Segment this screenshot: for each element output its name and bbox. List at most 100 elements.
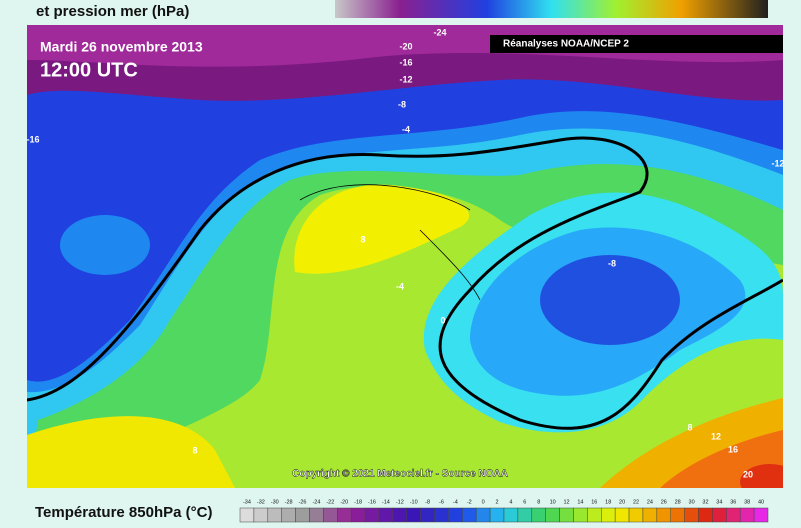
legend-tick-label: -30 <box>271 499 279 505</box>
legend-tick-label: 8 <box>537 499 540 505</box>
legend-scale: -34 -32 -30 -28 -26 -24 -22 -20 -18 -16 -14 -12 -10-… <box>239 499 769 523</box>
legend-tick-label: 32 <box>702 499 708 505</box>
contour-label: -8 <box>398 99 406 109</box>
legend-cell <box>392 507 407 523</box>
legend-cell <box>559 507 574 523</box>
legend-tick-label: 6 <box>523 499 526 505</box>
legend-tick-label: -22 <box>326 499 334 505</box>
legend-tick-label: 10 <box>550 499 556 505</box>
legend-cell <box>642 507 658 523</box>
contour-label: 8 <box>687 422 692 432</box>
legend-tick-label: 12 <box>563 499 569 505</box>
legend-cell <box>281 507 296 523</box>
legend-cell <box>420 507 435 523</box>
legend-tick-label: -10 <box>410 499 418 505</box>
legend-tick-label: -28 <box>285 499 293 505</box>
legend-tick-label: -14 <box>382 499 390 505</box>
badge-bg <box>490 35 783 53</box>
contour-label: -4 <box>396 281 404 291</box>
legend-tick-label: 30 <box>689 499 695 505</box>
legend-cell <box>295 507 310 523</box>
legend-cell <box>628 507 644 523</box>
legend-cell <box>712 507 727 523</box>
legend-tick-label: 22 <box>633 499 639 505</box>
contour-label: -12 <box>399 74 412 84</box>
legend-cell <box>614 507 630 523</box>
legend-cell <box>406 507 421 523</box>
legend-tick-label: -32 <box>257 499 265 505</box>
contour-label: -20 <box>399 41 412 51</box>
legend-tick-label: -6 <box>439 499 444 505</box>
legend-cell <box>364 507 380 523</box>
legend-tick-label: -24 <box>312 499 320 505</box>
legend-tick-label: -2 <box>467 499 472 505</box>
copyright: Copyright © 2021 Meteociel.fr - Source N… <box>292 469 508 480</box>
legend-tick-label: 38 <box>744 499 750 505</box>
legend-tick-label: 20 <box>619 499 625 505</box>
legend-title: Température 850hPa (°C) <box>35 504 212 521</box>
legend-cell <box>323 507 338 523</box>
legend-cell <box>462 507 477 523</box>
legend-cell <box>239 507 255 523</box>
legend-cell <box>545 507 560 523</box>
contour-label: 8 <box>192 445 197 455</box>
coastline <box>299 184 481 301</box>
contour-label: 8 <box>360 234 365 244</box>
legend-cell <box>434 507 449 523</box>
legend-tick-label: 4 <box>509 499 512 505</box>
legend-cell <box>503 507 519 523</box>
contour-label: -16 <box>399 57 412 67</box>
legend-tick-label: 14 <box>577 499 583 505</box>
time: 12:00 UTC <box>40 59 138 81</box>
legend-cell <box>656 507 671 523</box>
legend-cell <box>670 507 685 523</box>
legend-cell <box>753 507 769 523</box>
legend-cell <box>531 507 546 523</box>
legend-tick-label: -12 <box>396 499 404 505</box>
legend-tick-label: 18 <box>605 499 611 505</box>
legend-cell <box>573 507 588 523</box>
legend-tick-label: -18 <box>354 499 362 505</box>
contour-label: 0 <box>440 315 445 325</box>
legend-cell <box>350 507 366 523</box>
legend-tick-label: 28 <box>675 499 681 505</box>
legend-tick-label: -16 <box>368 499 376 505</box>
badge: Réanalyses NOAA/NCEP 2 <box>503 39 629 50</box>
legend-cell <box>448 507 463 523</box>
legend-cell <box>601 507 616 523</box>
legend-tick-label: 16 <box>591 499 597 505</box>
legend-tick-label: -8 <box>425 499 430 505</box>
legend-tick-label: 40 <box>758 499 764 505</box>
contour-label: -16 <box>26 134 39 144</box>
legend-cell <box>309 507 324 523</box>
contour-label: -24 <box>433 27 446 37</box>
date: Mardi 26 novembre 2013 <box>40 39 203 55</box>
legend-tick-label: -34 <box>243 499 251 505</box>
contour-label: -12 <box>771 158 784 168</box>
legend-cell <box>684 507 699 523</box>
legend-cell <box>739 507 755 523</box>
caption: et pression mer (hPa) <box>36 3 189 20</box>
legend-tick-label: -26 <box>299 499 307 505</box>
legend-tick-label: -20 <box>340 499 348 505</box>
legend-tick-label: 2 <box>496 499 499 505</box>
legend-tick-label: 36 <box>730 499 736 505</box>
legend-tick-label: 26 <box>661 499 667 505</box>
legend-cell <box>267 507 282 523</box>
contour-label: 20 <box>743 469 753 479</box>
top-scale <box>335 0 768 18</box>
zero-contour <box>27 136 783 430</box>
legend-cell <box>726 507 741 523</box>
legend-cell <box>489 507 505 523</box>
legend-cell <box>587 507 602 523</box>
legend-tick-label: 34 <box>716 499 722 505</box>
contour-label: 16 <box>728 444 738 454</box>
map <box>27 25 783 488</box>
legend-cell <box>475 507 491 523</box>
legend-cell <box>253 507 269 523</box>
legend-cell <box>517 507 533 523</box>
contour-label: -8 <box>608 258 616 268</box>
